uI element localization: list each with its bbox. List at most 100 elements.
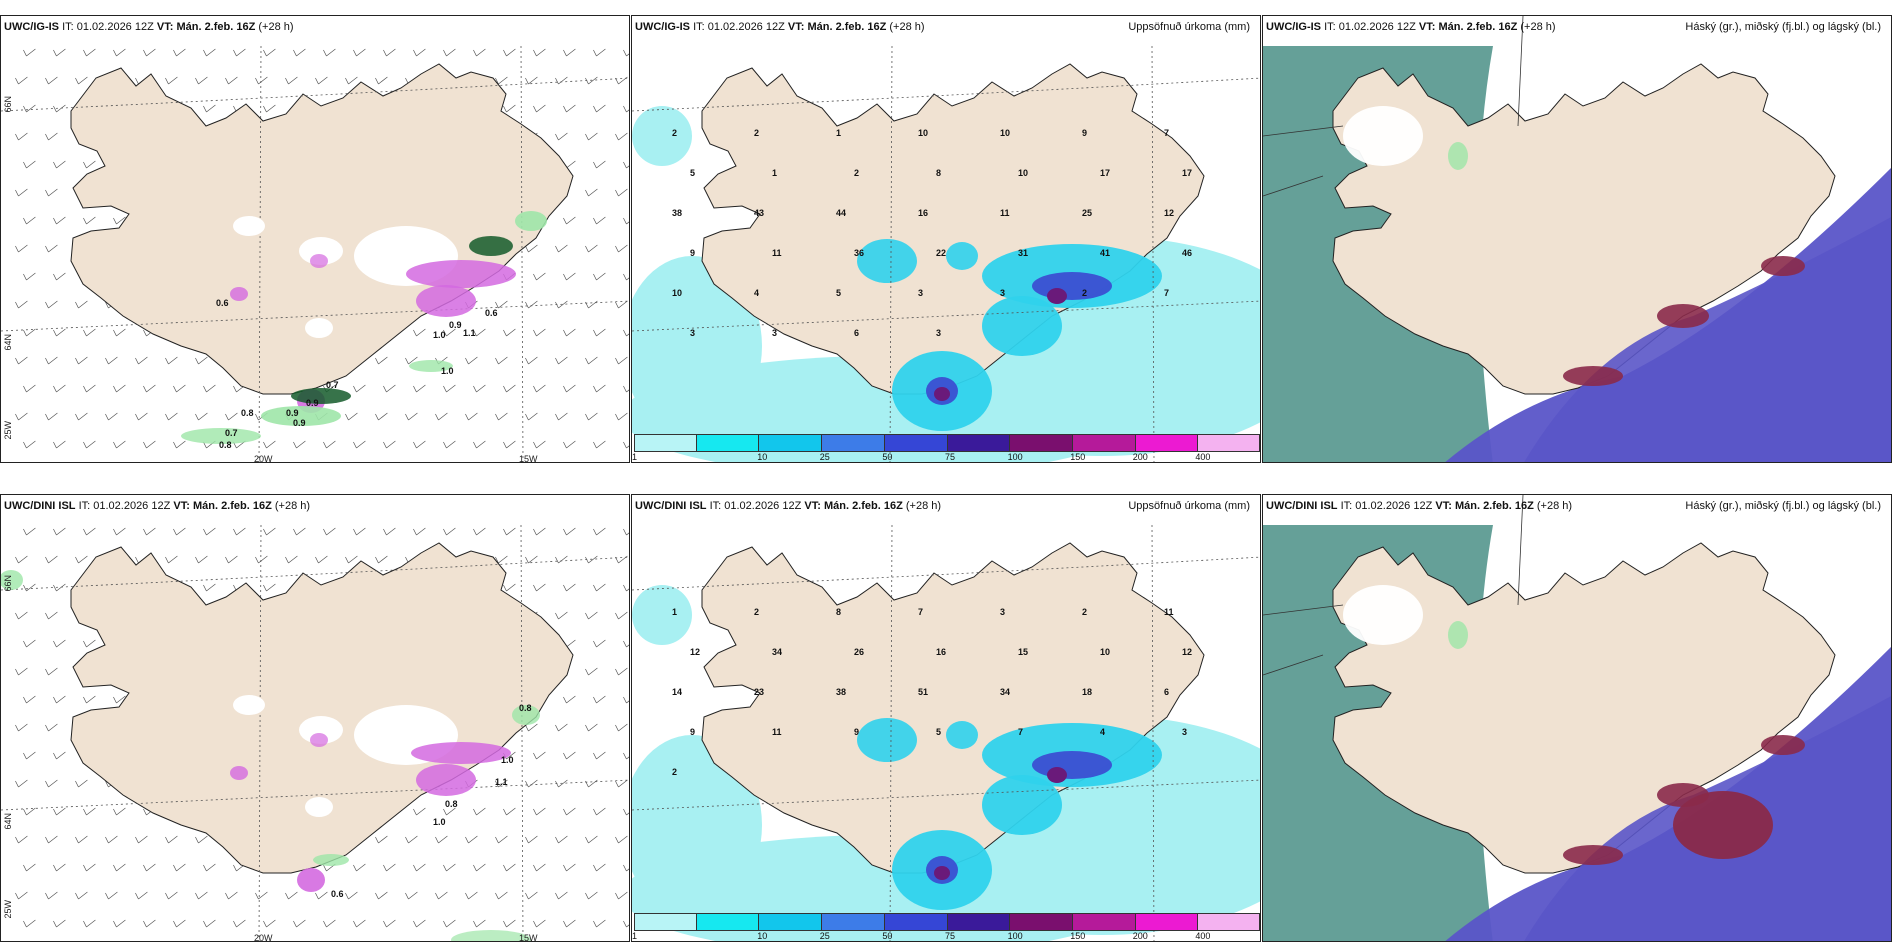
wind-barb	[45, 779, 58, 788]
precip-value-label: 11	[1000, 208, 1010, 218]
glacier-area	[305, 318, 333, 338]
wind-barb	[203, 384, 216, 393]
wind-barb	[293, 527, 306, 536]
wind-barb	[465, 412, 478, 421]
precip-value-label: 5	[936, 727, 941, 737]
precip-value-label: 3	[1182, 727, 1187, 737]
wind-barb	[623, 441, 629, 449]
precip-value-label: 7	[1164, 128, 1169, 138]
wind-barb	[555, 723, 568, 732]
wind-barb	[315, 76, 328, 85]
lon-label-25w: 25W	[3, 900, 13, 919]
precip-value-label: 38	[836, 687, 846, 697]
precip-field	[632, 256, 762, 436]
panel-uwc-ig-is-wind: UWC/IG-IS IT: 01.02.2026 12Z VT: Mán. 2.…	[0, 15, 630, 463]
legend-color-swatch	[1010, 913, 1073, 931]
precip-peak	[1047, 767, 1067, 783]
wind-barb	[15, 412, 28, 421]
wind-barb	[563, 695, 576, 704]
wind-barb	[593, 751, 606, 760]
wind-barb	[555, 779, 568, 788]
legend-tick-label: 100	[1007, 931, 1023, 941]
wind-barb	[443, 527, 456, 536]
wind-barb	[45, 891, 58, 900]
wind-barb	[53, 160, 66, 169]
legend-tick-label: 10	[757, 452, 768, 462]
precip-value-label: 34	[1000, 687, 1010, 697]
wind-barb	[345, 412, 358, 421]
wind-barb	[105, 835, 118, 844]
legend-tick-label: 200	[1132, 931, 1148, 941]
lat-label-64n: 64N	[3, 813, 13, 830]
precip-value-label: 10	[1018, 168, 1028, 178]
precip-value-label: 10	[1000, 128, 1010, 138]
wind-barb	[15, 723, 28, 732]
precip-value-label: 15	[1018, 647, 1028, 657]
legend-color-swatch	[696, 913, 760, 931]
low-cloud-patch	[1761, 256, 1805, 276]
wind-barb	[615, 779, 628, 788]
wind-barb	[495, 555, 508, 564]
wind-barb	[143, 919, 156, 928]
glacier-area	[305, 797, 333, 817]
wind-barb	[293, 919, 306, 928]
wind-barb	[23, 583, 36, 592]
wind-barb	[473, 384, 486, 393]
wind-barb	[323, 440, 336, 449]
wind-barb	[23, 328, 36, 337]
snow-spot	[230, 766, 248, 780]
wind-barb	[165, 76, 178, 85]
wind-barb	[623, 640, 629, 648]
precip-field	[632, 106, 692, 166]
legend-tick-label: 75	[945, 931, 956, 941]
wind-barb	[413, 863, 426, 872]
precip-value-label: 12	[690, 647, 700, 657]
wind-barb	[113, 440, 126, 449]
precip-value-label: 10	[1100, 647, 1110, 657]
precip-legend-ticks: 1 10 25 50 75 100 150 200 400	[632, 452, 1260, 462]
wind-barb	[615, 188, 628, 197]
wind-barb	[75, 76, 88, 85]
legend-color-swatch	[822, 913, 885, 931]
wind-barb	[165, 555, 178, 564]
wind-barb	[135, 891, 148, 900]
wind-barb	[15, 779, 28, 788]
wind-barb	[45, 611, 58, 620]
precip-value-label: 3	[936, 328, 941, 338]
wind-barb	[413, 919, 426, 928]
legend-tick-label: 25	[819, 452, 830, 462]
wind-barb	[563, 48, 576, 57]
wind-barb	[263, 104, 276, 113]
wind-barb	[503, 863, 516, 872]
wind-barb	[23, 807, 36, 816]
wind-barb	[495, 835, 508, 844]
panel-uwc-dini-isl-precip: UWC/DINI ISL IT: 01.02.2026 12Z VT: Mán.…	[631, 494, 1261, 942]
precip-value-label: 34	[772, 647, 782, 657]
precip-value-label: 44	[836, 208, 846, 218]
wind-barb	[15, 244, 28, 253]
wind-barb	[225, 555, 238, 564]
panel-uwc-ig-is-precip: UWC/IG-IS IT: 01.02.2026 12Z VT: Mán. 2.…	[631, 15, 1261, 463]
wind-barb	[53, 216, 66, 225]
precip-value-label: 2	[754, 128, 759, 138]
wind-barb	[83, 384, 96, 393]
legend-tick-label: 400	[1195, 452, 1211, 462]
panel-subtitle: Uppsöfnuð úrkoma (mm)	[1128, 21, 1250, 33]
precip-band	[857, 239, 917, 283]
wind-barb	[345, 555, 358, 564]
wind-barb	[525, 412, 538, 421]
wind-barb	[53, 384, 66, 393]
wind-barb	[593, 48, 606, 57]
lon-label-15w: 15W	[519, 454, 538, 463]
wind-barb	[143, 48, 156, 57]
wind-barb	[83, 328, 96, 337]
clear-sky	[1343, 106, 1423, 166]
wind-barb	[413, 328, 426, 337]
wind-barb	[465, 835, 478, 844]
precip-value-label: 8	[936, 168, 941, 178]
precip-peak	[934, 866, 950, 880]
wind-barb	[45, 723, 58, 732]
wind-barb	[83, 527, 96, 536]
glacier-area	[299, 716, 343, 744]
wind-barb	[285, 555, 298, 564]
